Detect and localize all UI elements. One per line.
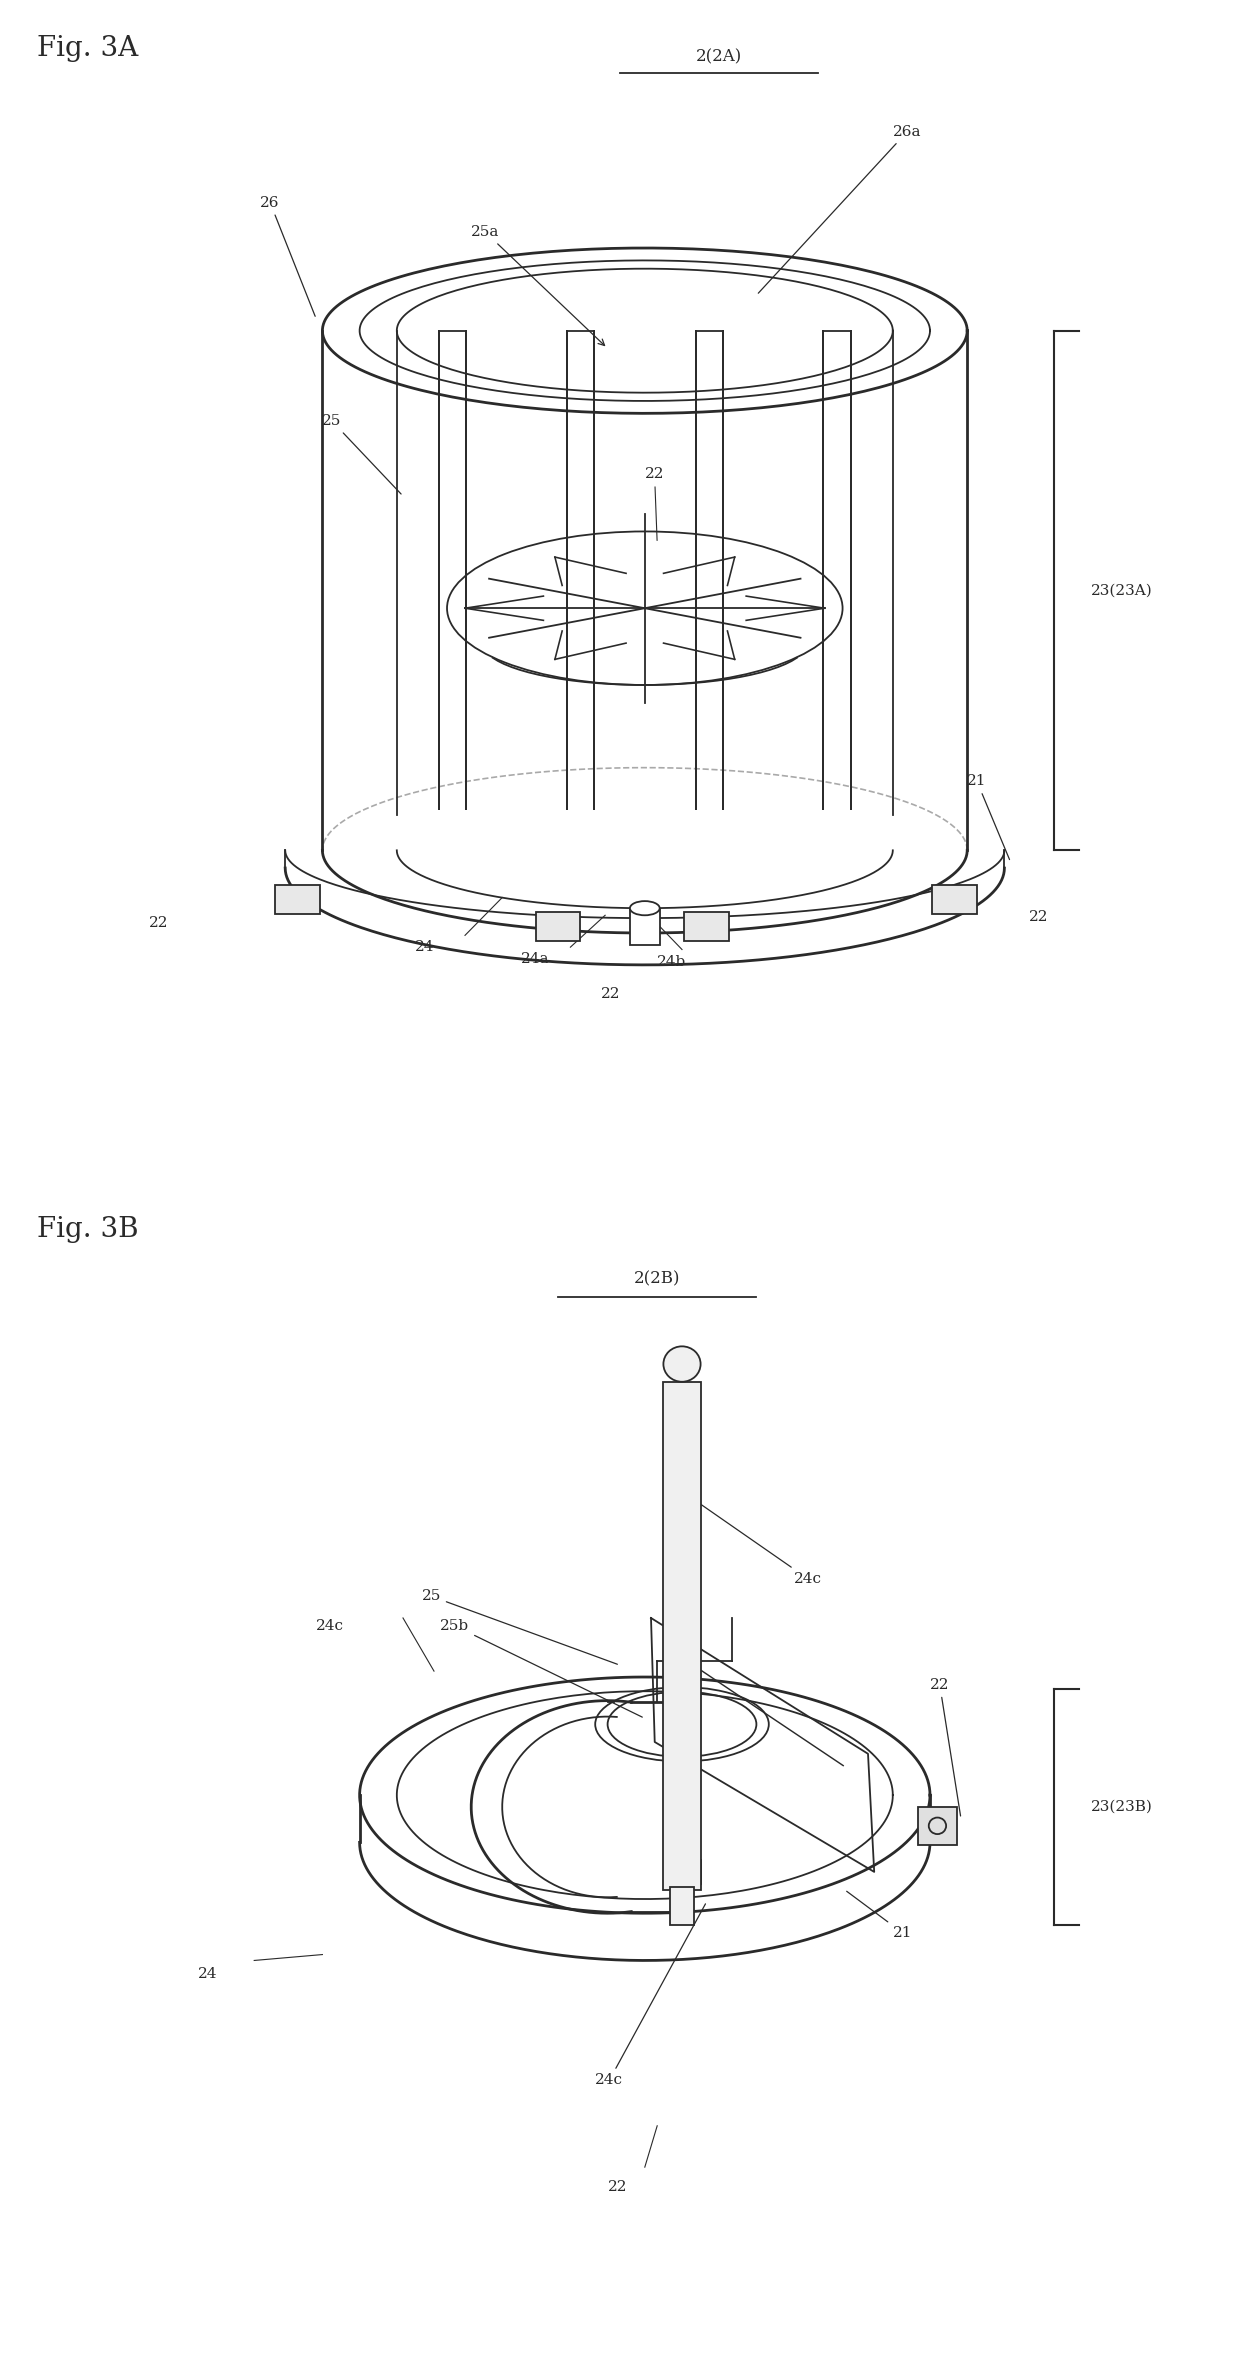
FancyBboxPatch shape (932, 886, 977, 914)
FancyBboxPatch shape (676, 1861, 701, 1885)
FancyBboxPatch shape (663, 1382, 701, 1890)
FancyBboxPatch shape (670, 1887, 694, 1925)
FancyBboxPatch shape (918, 1807, 957, 1845)
FancyBboxPatch shape (684, 912, 729, 942)
FancyBboxPatch shape (275, 886, 320, 914)
Text: 24c: 24c (697, 1502, 822, 1585)
Ellipse shape (663, 1346, 701, 1382)
Text: 2(2B): 2(2B) (634, 1271, 681, 1287)
Text: 22: 22 (608, 2180, 627, 2194)
Text: 24c: 24c (595, 1904, 706, 2088)
Text: 22: 22 (1029, 909, 1049, 924)
Text: 25: 25 (322, 413, 401, 494)
Text: 26a: 26a (759, 125, 921, 293)
Text: 22: 22 (149, 916, 169, 931)
Text: 24: 24 (198, 1968, 218, 1982)
Text: 24a: 24a (521, 952, 549, 966)
Text: 25a: 25a (471, 224, 605, 345)
Text: 21: 21 (967, 775, 1009, 860)
Text: 26: 26 (260, 196, 315, 317)
Ellipse shape (630, 900, 660, 914)
Text: 24: 24 (415, 940, 435, 954)
FancyBboxPatch shape (536, 912, 580, 942)
Text: 24c: 24c (316, 1618, 345, 1632)
Text: 23(23A): 23(23A) (1091, 583, 1153, 598)
Text: 24b: 24b (657, 954, 687, 968)
Text: 22: 22 (930, 1677, 961, 1816)
Text: 25b: 25b (440, 1618, 642, 1717)
FancyBboxPatch shape (630, 909, 660, 945)
Text: Fig. 3A: Fig. 3A (37, 35, 139, 61)
Text: 23(23B): 23(23B) (1091, 1800, 1153, 1814)
Text: 22: 22 (601, 987, 621, 1001)
Text: 25: 25 (422, 1590, 618, 1665)
Text: 21: 21 (847, 1892, 913, 1939)
Text: 2(2A): 2(2A) (696, 47, 743, 64)
Text: 22: 22 (645, 468, 665, 541)
Text: Fig. 3B: Fig. 3B (37, 1216, 139, 1242)
